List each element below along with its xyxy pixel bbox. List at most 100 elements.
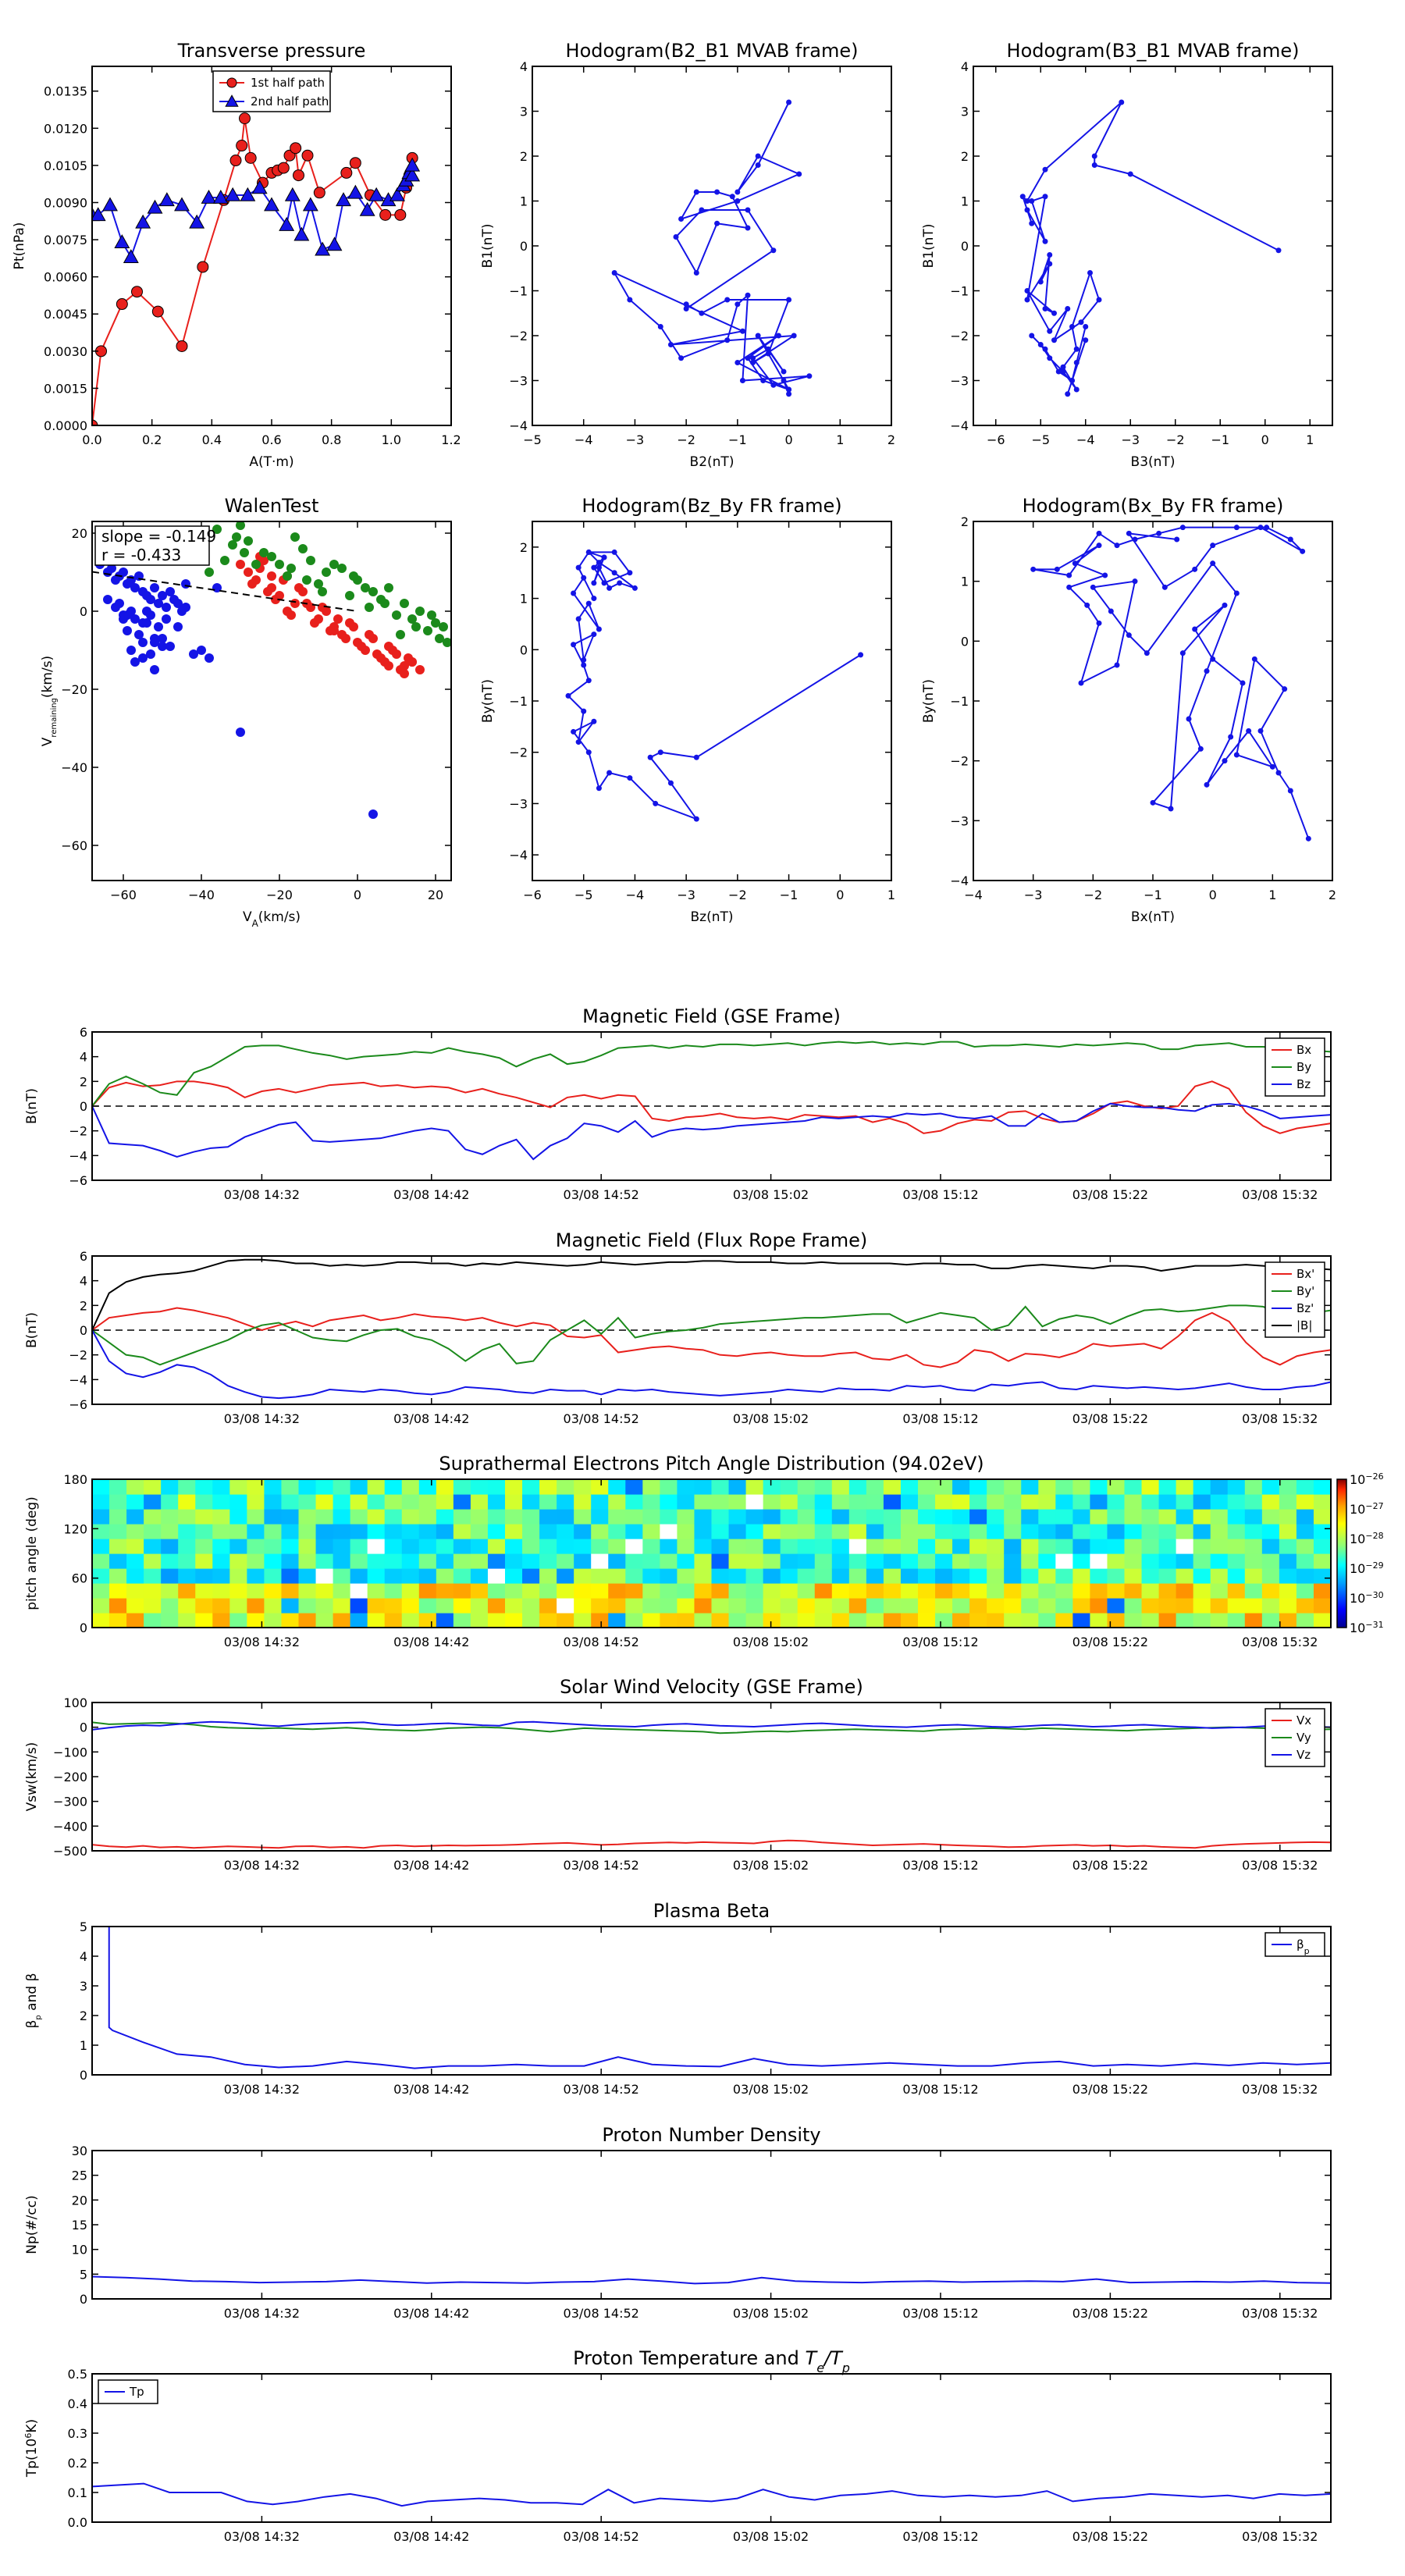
- heatmap-cell: [814, 1509, 833, 1525]
- y-tick-label: 120: [63, 1521, 87, 1536]
- data-point: [158, 634, 167, 643]
- data-point: [162, 603, 171, 612]
- heatmap-cell: [1038, 1509, 1056, 1525]
- heatmap-cell: [384, 1583, 403, 1599]
- heatmap-cell: [1176, 1494, 1194, 1510]
- heatmap-cell: [728, 1494, 747, 1510]
- heatmap-cell: [126, 1524, 144, 1539]
- data-point: [1126, 530, 1132, 536]
- heatmap-cell: [1313, 1583, 1332, 1599]
- data-point: [228, 540, 237, 550]
- x-tick-label: 03/08 15:12: [902, 1858, 978, 1873]
- data-point: [150, 634, 159, 643]
- heatmap-cell: [161, 1583, 179, 1599]
- heatmap-cell: [453, 1583, 471, 1599]
- heatmap-cell: [1313, 1553, 1332, 1569]
- data-point: [1264, 525, 1270, 531]
- heatmap-cell: [728, 1583, 747, 1599]
- annotation-text: r = -0.433: [101, 546, 181, 564]
- data-point: [158, 591, 167, 600]
- heatmap-cell: [1004, 1539, 1022, 1554]
- y-tick-label: 0.0120: [44, 121, 87, 136]
- data-point: [130, 614, 140, 624]
- heatmap-cell: [1296, 1598, 1314, 1614]
- heatmap-cell: [1244, 1479, 1263, 1495]
- heatmap-cell: [1210, 1568, 1229, 1584]
- heatmap-cell: [1021, 1568, 1039, 1584]
- plot-data: [108, 1927, 1331, 2069]
- data-point: [1083, 337, 1089, 343]
- heatmap-cell: [642, 1583, 660, 1599]
- heatmap-cell: [831, 1479, 850, 1495]
- heatmap-cell: [660, 1568, 678, 1584]
- heatmap-cell: [1004, 1524, 1022, 1539]
- heatmap-cell: [1038, 1598, 1056, 1614]
- data-point: [1150, 799, 1156, 806]
- heatmap-cell: [505, 1598, 523, 1614]
- heatmap-cell: [625, 1553, 643, 1569]
- heatmap-cell: [694, 1524, 713, 1539]
- heatmap-cell: [642, 1598, 660, 1614]
- heatmap-cell: [350, 1509, 368, 1525]
- heatmap-cell: [247, 1583, 265, 1599]
- heatmap-cell: [1004, 1613, 1022, 1628]
- heatmap-cell: [178, 1598, 196, 1614]
- plot-frame: [91, 2150, 1332, 2300]
- heatmap-cell: [1021, 1539, 1039, 1554]
- y-tick-label: 0.1: [68, 2485, 87, 2500]
- x-tick-label: −2: [1084, 888, 1103, 902]
- colorbar-tick-label: 10−30: [1350, 1590, 1384, 1606]
- data-point: [1030, 566, 1037, 572]
- heatmap-cell: [487, 1553, 506, 1569]
- heatmap-cell: [557, 1568, 574, 1584]
- heatmap-cell: [1090, 1509, 1108, 1525]
- heatmap-cell: [1210, 1479, 1229, 1495]
- data-point: [314, 579, 323, 589]
- heatmap-cell: [969, 1568, 987, 1584]
- heatmap-cell: [212, 1553, 230, 1569]
- data-point: [102, 197, 118, 212]
- data-point: [131, 286, 143, 298]
- heatmap-cell: [247, 1509, 265, 1525]
- heatmap-cell: [281, 1539, 300, 1554]
- heatmap-cell: [487, 1583, 506, 1599]
- data-point: [119, 568, 128, 577]
- heatmap-cell: [694, 1479, 713, 1495]
- heatmap-cell: [1124, 1553, 1143, 1569]
- legend: 1st half path 2nd half path: [212, 70, 331, 112]
- heatmap-cell: [780, 1509, 799, 1525]
- heatmap-cell: [436, 1479, 454, 1495]
- annotation-box: [94, 525, 210, 566]
- data-point: [591, 580, 597, 586]
- y-tick-label: −300: [53, 1795, 87, 1809]
- heatmap-cell: [987, 1613, 1005, 1628]
- heatmap-cell: [780, 1598, 799, 1614]
- y-tick-label: 4: [80, 1949, 87, 1964]
- heatmap-cell: [384, 1494, 403, 1510]
- data-point: [1019, 194, 1026, 200]
- heatmap-cell: [935, 1613, 953, 1628]
- heatmap-cell: [1261, 1568, 1280, 1584]
- data-point: [735, 301, 741, 308]
- legend-label: Vy: [1297, 1731, 1311, 1745]
- heatmap-cell: [1261, 1479, 1280, 1495]
- data-point: [392, 610, 401, 620]
- data-point: [678, 355, 685, 361]
- data-point: [735, 189, 741, 195]
- data-point: [571, 728, 577, 735]
- data-point: [439, 622, 448, 632]
- data-point: [596, 626, 602, 632]
- heatmap-cell: [935, 1524, 953, 1539]
- plot-data: [92, 1720, 1331, 1849]
- heatmap-cell: [1210, 1598, 1229, 1614]
- data-point: [174, 197, 190, 212]
- y-tick-label: 0: [80, 1099, 87, 1114]
- series-line: [92, 2275, 1331, 2285]
- heatmap-cell: [711, 1524, 730, 1539]
- y-tick-label: 25: [72, 2169, 87, 2183]
- heatmap-cell: [831, 1494, 850, 1510]
- heatmap-cell: [848, 1539, 867, 1554]
- data-point: [1233, 590, 1240, 596]
- heatmap-cell: [470, 1583, 489, 1599]
- heatmap-cell: [1055, 1539, 1073, 1554]
